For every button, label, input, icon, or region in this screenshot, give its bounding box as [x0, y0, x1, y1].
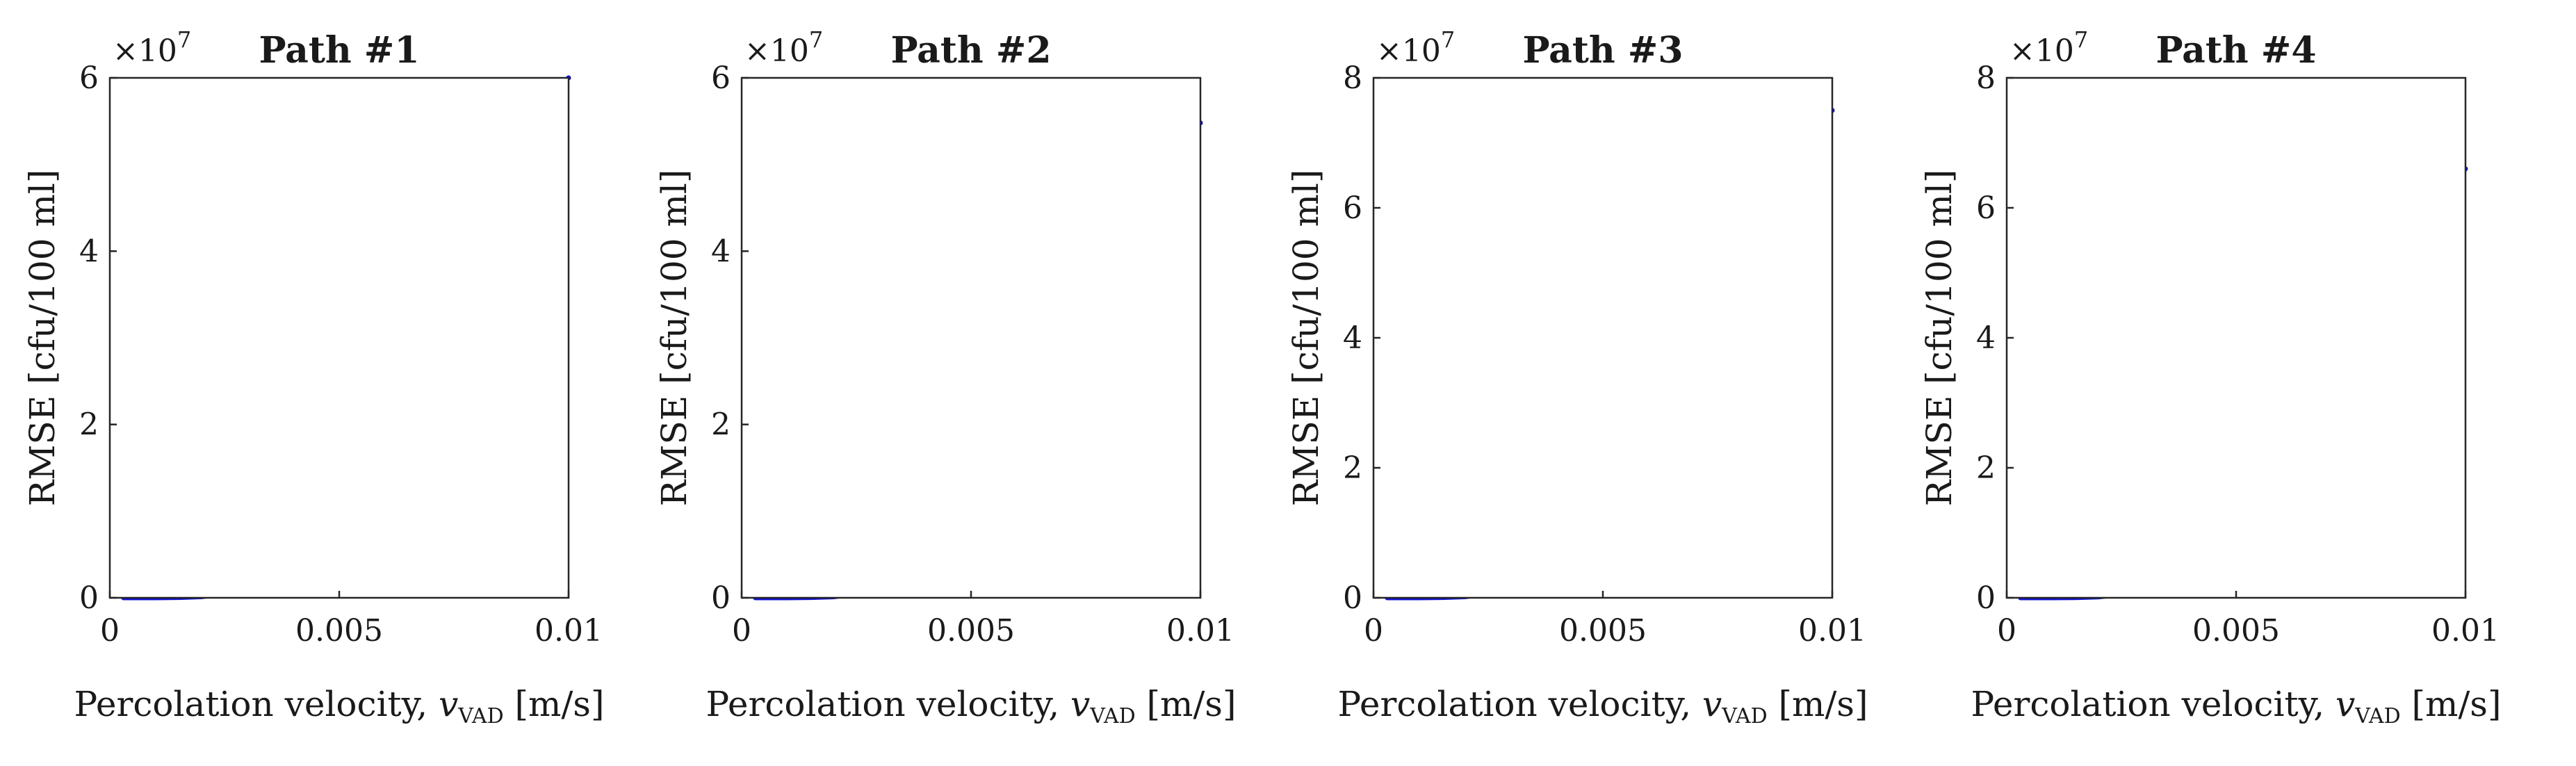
y-axis-label: RMSE [cfu/100 ml]: [1286, 170, 1326, 507]
chart-panel-4: 0 0.005 0.01 0 2 4 6 8 ×107 Path #4 RMSE [cfu/100 …: [1919, 26, 2501, 728]
y-tick-label: 4: [79, 234, 99, 269]
chart-title: Path #2: [890, 29, 1051, 72]
x-tick-label: 0: [1997, 613, 2016, 649]
x-tick-label: 0.01: [1798, 613, 1866, 649]
y-tick-label: 0: [1343, 580, 1362, 616]
y-multiplier: ×107: [1376, 26, 1455, 69]
x-tick-label: 0.01: [2431, 613, 2500, 649]
y-tick-label: 6: [1343, 190, 1362, 226]
x-tick-label: 0.005: [1559, 613, 1647, 649]
y-tick-label: 8: [1976, 60, 1996, 96]
chart-title: Path #3: [1522, 29, 1683, 72]
y-tick-label: 6: [1976, 190, 1996, 226]
axes-frame: [1372, 76, 1834, 599]
y-multiplier: ×107: [113, 26, 191, 69]
x-tick-label: 0.01: [535, 613, 603, 649]
chart-title: Path #1: [259, 29, 419, 72]
axes-frame: [108, 76, 570, 599]
axes-frame: [740, 76, 1202, 599]
y-tick-label: 2: [711, 407, 731, 443]
x-tick-label: 0.005: [2192, 613, 2280, 649]
x-tick-label: 0: [732, 613, 751, 649]
y-multiplier: ×107: [2010, 26, 2088, 69]
x-tick-label: 0: [100, 613, 120, 649]
x-tick-label: 0.01: [1166, 613, 1234, 649]
y-tick-label: 4: [1976, 320, 1996, 356]
x-tick-label: 0.005: [295, 613, 383, 649]
y-tick-label: 4: [1343, 320, 1362, 356]
y-tick-label: 6: [79, 60, 99, 96]
x-axis-label: Percolation velocity, vVAD [m/s]: [74, 684, 605, 728]
y-tick-label: 4: [711, 234, 731, 269]
y-axis-label: RMSE [cfu/100 ml]: [22, 170, 63, 507]
chart-title: Path #4: [2155, 29, 2316, 72]
y-axis-label: RMSE [cfu/100 ml]: [654, 170, 694, 507]
y-tick-label: 0: [79, 580, 99, 616]
chart-panel-1: 0 0.005 0.01 0 2 4 6 ×107 Path #1 RMSE [cfu/100 m…: [22, 26, 604, 728]
x-tick-label: 0.005: [927, 613, 1015, 649]
y-tick-label: 8: [1343, 60, 1362, 96]
axes-frame: [2005, 76, 2467, 599]
x-tick-label: 0: [1364, 613, 1383, 649]
y-tick-label: 0: [1976, 580, 1996, 616]
x-axis-label: Percolation velocity, vVAD [m/s]: [1338, 684, 1868, 728]
y-tick-label: 2: [79, 407, 99, 443]
y-tick-label: 6: [711, 60, 731, 96]
x-axis-label: Percolation velocity, vVAD [m/s]: [1971, 684, 2502, 728]
x-axis-label: Percolation velocity, vVAD [m/s]: [706, 684, 1237, 728]
y-tick-label: 2: [1976, 450, 1996, 486]
chart-panel-2: 0 0.005 0.01 0 2 4 6 ×107 Path #2 RMSE [cfu/100 m…: [654, 26, 1236, 728]
y-tick-label: 2: [1343, 450, 1362, 486]
chart-panel-3: 0 0.005 0.01 0 2 4 6 8 ×107 Path #3 RMSE [cfu/100 …: [1286, 26, 1868, 728]
y-axis-label: RMSE [cfu/100 ml]: [1919, 170, 1959, 507]
y-tick-label: 0: [711, 580, 731, 616]
y-multiplier: ×107: [744, 26, 823, 69]
